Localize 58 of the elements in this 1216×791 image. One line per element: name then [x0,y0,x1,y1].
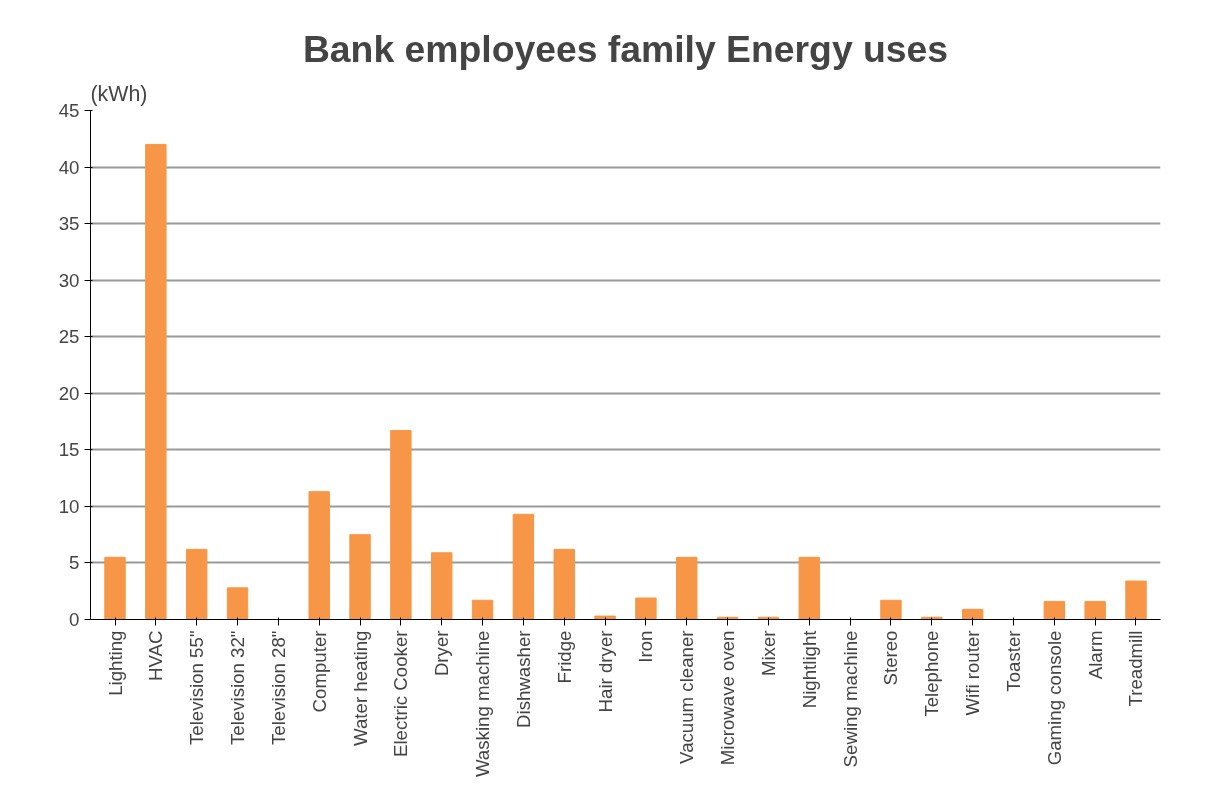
bar [185,548,208,620]
y-tick-label: 15 [58,439,80,461]
bar [431,552,453,620]
x-tick-label: Gaming console [1043,630,1065,766]
x-tick-label: Mixer [757,630,779,677]
x-tick-label: Hair dryer [594,630,616,713]
bar [512,513,535,620]
y-tick-label: 30 [58,269,80,291]
x-tick-label: Fridge [553,630,575,684]
x-tick-label: Telephone [921,630,943,717]
bar [1084,600,1106,620]
x-tick-label: HVAC [145,630,167,681]
bar [390,430,412,620]
chart-title: Bank employees family Energy uses [302,27,949,70]
x-tick-label: Dishwasher [512,630,534,728]
x-tick-label: Stereo [880,630,902,686]
bar [553,548,575,620]
x-tick-label: Water heating [349,630,371,746]
bar [104,556,126,620]
bar [880,599,902,620]
y-tick-label: 20 [58,382,80,404]
bar [1043,600,1066,620]
bar [1125,580,1147,620]
bar [635,597,657,620]
y-tick-label: 0 [69,609,80,630]
y-tick-label: 45 [58,100,80,121]
y-tick-label: 40 [58,156,80,178]
x-tick-label: Sewing machine [839,630,861,768]
x-tick-label: Toaster [1002,630,1024,692]
x-tick-label: Wifi router [962,630,984,716]
y-tick-label: 35 [58,213,80,235]
x-tick-label: Lighting [104,630,126,696]
x-tick-label: Nightlight [798,629,820,709]
x-tick-label: Treadmill [1125,630,1147,707]
x-tick-label: Electric Cooker [390,630,412,757]
x-tick-label: Alarm [1084,630,1106,680]
y-tick-label: 5 [69,552,80,574]
bar [308,491,330,620]
bar [226,587,249,620]
x-tick-label: Wasking machine [472,630,494,778]
x-tick-label: Television 28" [267,630,289,745]
y-tick-label: 25 [58,326,80,348]
x-tick-label: Television 55" [186,630,208,745]
bar [798,556,820,620]
bar [676,556,698,620]
x-tick-label: Iron [635,630,657,663]
bar [349,534,371,620]
x-tick-label: Dryer [431,630,453,677]
y-axis-title: (kWh) [90,81,148,106]
x-tick-label: Vacuum cleaner [676,630,698,764]
y-tick-label: 10 [58,495,80,517]
bar [145,143,167,620]
x-tick-label: Computer [308,630,330,713]
x-tick-label: Television 32" [227,630,249,745]
bar [961,608,984,620]
x-tick-label: Microwave oven [717,630,739,766]
bar [471,599,494,620]
bar [594,615,616,620]
